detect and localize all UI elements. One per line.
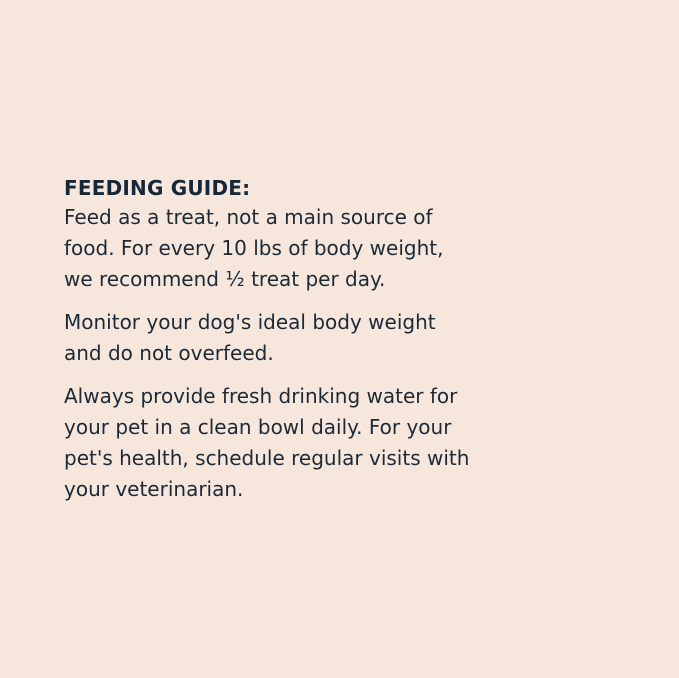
feeding-guide-heading: FEEDING GUIDE: (64, 176, 251, 200)
text-line: we recommend ½ treat per day. (64, 267, 386, 291)
text-line: your veterinarian. (64, 477, 244, 501)
text-line: and do not overfeed. (64, 341, 274, 365)
text-line: food. For every 10 lbs of body weight, (64, 236, 444, 260)
paragraph-treat-amount: Feed as a treat, not a main source of fo… (64, 202, 564, 295)
text-line: pet's health, schedule regular visits wi… (64, 446, 470, 470)
text-line: your pet in a clean bowl daily. For your (64, 415, 452, 439)
text-line: Monitor your dog's ideal body weight (64, 310, 436, 334)
paragraph-water-vet: Always provide fresh drinking water for … (64, 381, 564, 505)
feeding-guide: FEEDING GUIDE: Feed as a treat, not a ma… (64, 174, 564, 517)
text-line: Always provide fresh drinking water for (64, 384, 458, 408)
paragraph-monitor-weight: Monitor your dog's ideal body weight and… (64, 307, 564, 369)
text-line: Feed as a treat, not a main source of (64, 205, 433, 229)
